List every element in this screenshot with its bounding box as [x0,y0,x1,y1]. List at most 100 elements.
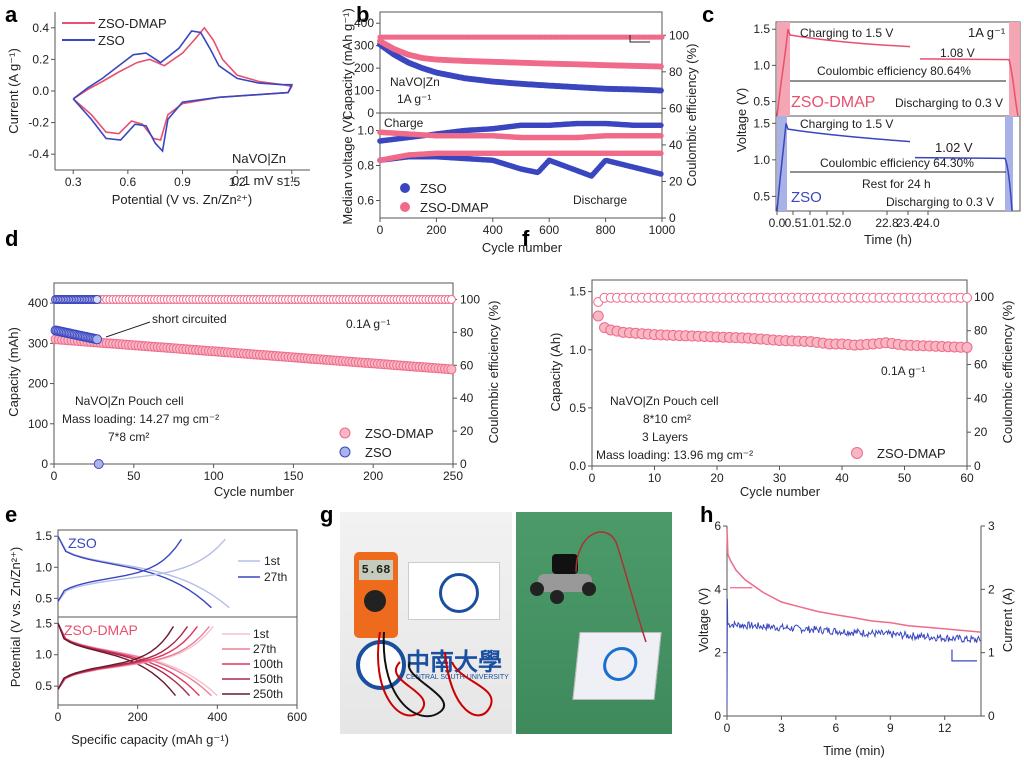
d-short-circuited-label: short circuited [152,312,227,326]
h-y-tick-label: 4 [714,582,721,596]
h-y2-tick-label: 3 [988,519,995,533]
h-x-tick-label: 3 [778,721,785,735]
b-y2-tick-label: 0 [669,211,676,225]
d-y2label: Coulombic efficiency (%) [486,301,501,444]
c-bottom-y-tick-label: 1.0 [753,153,770,167]
university-logo-small [439,573,479,613]
panel-label-c: c [702,2,714,27]
f-y2-tick-label: 40 [974,391,988,405]
f-cell-label: NaVO|Zn Pouch cell [610,394,719,408]
d-y2-tick-label: 0 [460,457,467,471]
b-zso-charge-point [658,122,664,129]
c-top-series-label: ZSO-DMAP [791,94,875,111]
d-x-tick-label: 50 [127,469,141,483]
h-x-tick-label: 0 [724,721,731,735]
b-legend-zso-marker [400,183,410,193]
b-x-tick-label: 800 [596,223,616,237]
test-leads [377,631,493,718]
c-top-charging-label: Charging to 1.5 V [800,26,893,40]
d-y2-tick-label: 20 [460,424,474,438]
d-mass-loading: Mass loading: 14.27 mg cm⁻² [62,412,219,426]
a-y-tick-label: -0.2 [28,116,49,130]
c-bottom-ce-label: Coulombic efficiency 64.30% [820,156,974,170]
c-x-tick-label: 0.0 [769,216,786,230]
h-x-tick-label: 6 [833,721,840,735]
h-y2-tick-label: 2 [988,582,995,596]
b-y2-tick-label: 40 [669,138,683,152]
h-x-tick-label: 9 [887,721,894,735]
b-legend-zso: ZSO [420,181,447,196]
c-x-tick-label: 1.5 [819,216,836,230]
b-top-y-tick-label: 300 [354,39,374,53]
e-zso-charge-27th [57,538,183,602]
f-legend-zso-dmap: ZSO-DMAP [877,446,946,461]
c-x-tick-label: 24.0 [916,216,940,230]
c-bottom-curve [776,123,911,212]
panel-label-h: h [700,502,713,527]
c-bottom-y-tick-label: 0.5 [753,189,770,203]
a-x-tick-label: 1.2 [229,175,246,189]
panel-label-e: e [5,502,17,527]
b-legend-zso-dmap-marker [400,202,410,212]
f-x-tick-label: 10 [648,471,662,485]
d-short-arrow [105,321,151,338]
h-current-line [726,598,981,710]
c-top-curve [776,28,911,117]
c-top-discharge-band [1009,22,1020,116]
h-y-tick-label: 6 [714,519,721,533]
e-top-legend-27th: 27th [264,570,287,584]
photo-robot [516,512,672,734]
a-y-tick-label: 0.2 [32,52,49,66]
h-y2label: Current (A) [1000,588,1015,652]
b-bottom-y-tick-label: 0.8 [357,159,374,173]
d-y-tick-label: 200 [28,377,48,391]
panel-label-g: g [320,502,333,527]
f-area-label: 8*10 cm² [643,412,691,426]
e-bottom-legend-250th: 250th [253,687,283,701]
b-x-tick-label: 200 [426,223,446,237]
f-xlabel: Cycle number [740,484,821,499]
f-x-tick-label: 20 [710,471,724,485]
c-x-tick-label: 2.0 [835,216,852,230]
multimeter-dial [364,590,386,612]
h-xlabel: Time (min) [823,743,885,758]
b-y2-tick-label: 60 [669,101,683,115]
c-rate-label: 1A g⁻¹ [968,25,1006,40]
h-y2-tick-label: 1 [988,646,995,660]
f-x-tick-label: 0 [589,471,596,485]
a-y-tick-label: 0.4 [32,21,49,35]
c-x-tick-label: 22.8 [875,216,899,230]
e-bottom-legend-100th: 100th [253,657,283,671]
f-rate-label: 0.1A g⁻¹ [881,364,925,378]
b-annotation-rate: 1A g⁻¹ [397,92,431,106]
b-arrow-right [629,35,650,43]
d-cell-label: NaVO|Zn Pouch cell [75,394,184,408]
b-zso-dmap-discharge-point [658,150,664,157]
b-zso-capacity-point [657,87,664,94]
f-ce-point [962,292,972,303]
e-x-tick-label: 400 [207,710,227,724]
c-x-tick-label: 23.4 [896,216,920,230]
f-legend-marker [851,447,863,459]
d-x-tick-label: 200 [363,469,383,483]
d-area-label: 7*8 cm² [108,430,149,444]
d-y2-tick-label: 40 [460,391,474,405]
c-top-end-voltage: 1.08 V [940,46,975,60]
b-annotation-cell: NaVO|Zn [390,75,440,89]
b-annotation-discharge: Discharge [573,193,627,207]
e-bottom-legend-27th: 27th [253,642,276,656]
d-legend-zso: ZSO [365,445,392,460]
d-x-tick-label: 100 [204,469,224,483]
b-x-tick-label: 1000 [649,223,676,237]
e-x-tick-label: 600 [287,710,307,724]
b-x-tick-label: 400 [483,223,503,237]
d-zso-short-point [93,459,104,469]
f-y-tick-label: 0.5 [569,401,586,415]
h-voltage-line [726,529,982,633]
b-top-y-tick-label: 400 [354,16,374,30]
e-zso-discharge-1st [57,535,230,609]
b-bottom-y-tick-label: 1.0 [357,124,374,138]
a-ylabel: Current (A g⁻¹) [6,48,21,134]
h-arrow-current [951,649,977,662]
f-capacity-point [961,341,973,353]
